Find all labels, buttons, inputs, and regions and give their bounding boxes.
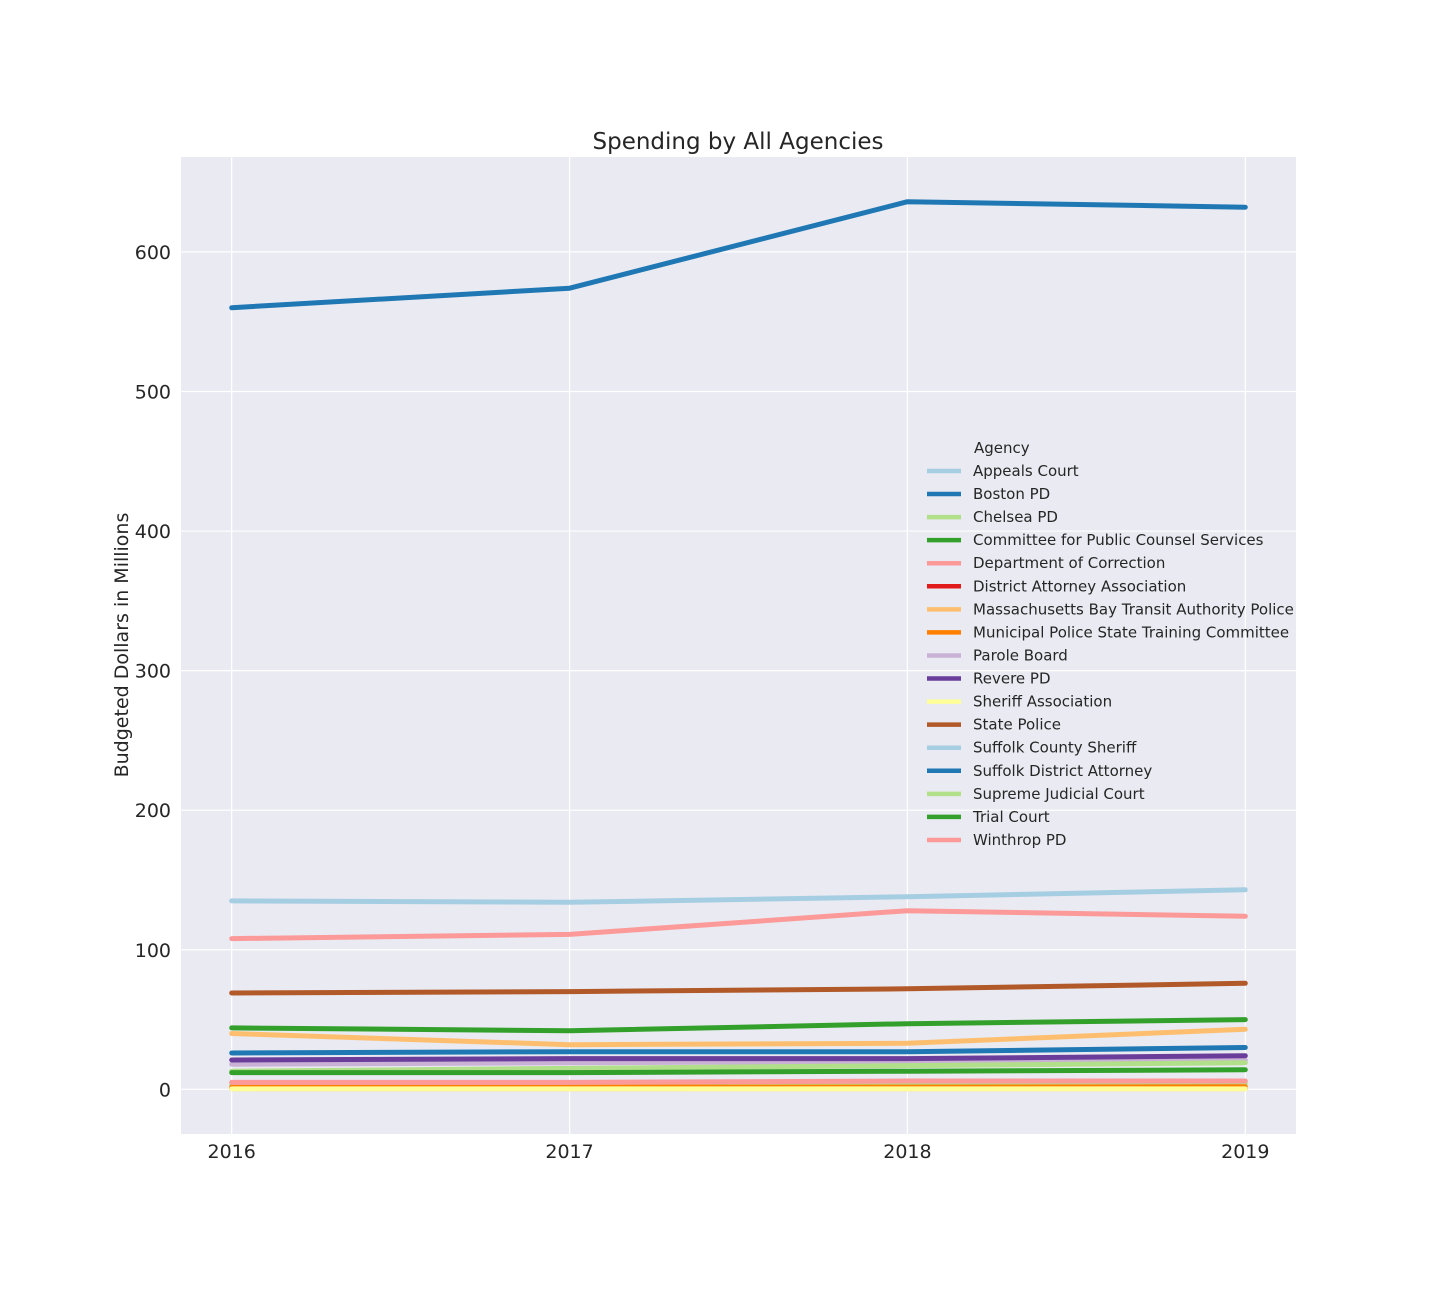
x-tick-label: 2018 bbox=[883, 1141, 931, 1163]
series-line-14 bbox=[229, 1060, 1248, 1074]
legend-entry: Department of Correction bbox=[973, 554, 1165, 572]
y-tick-label: 400 bbox=[135, 521, 171, 543]
series-line-3 bbox=[229, 1017, 1248, 1034]
y-tick-label: 600 bbox=[135, 242, 171, 264]
y-tick-label: 0 bbox=[159, 1079, 171, 1101]
legend-entry: Sheriff Association bbox=[973, 693, 1112, 711]
legend-entry: Chelsea PD bbox=[973, 508, 1058, 526]
legend-entry: Suffolk County Sheriff bbox=[973, 739, 1137, 757]
series-line-16 bbox=[229, 1078, 1248, 1085]
y-axis-label: Budgeted Dollars in Millions bbox=[111, 513, 133, 778]
plot-area bbox=[181, 157, 1296, 1134]
legend-entry: Supreme Judicial Court bbox=[973, 785, 1145, 803]
series-line-15 bbox=[229, 1067, 1248, 1076]
chart-title: Spending by All Agencies bbox=[593, 129, 884, 155]
series-line-8 bbox=[229, 1057, 1248, 1067]
legend-entry: State Police bbox=[973, 716, 1061, 734]
legend-entry: Appeals Court bbox=[973, 462, 1079, 480]
legend-entry: District Attorney Association bbox=[973, 577, 1186, 595]
legend-entry: Municipal Police State Training Committe… bbox=[973, 623, 1289, 641]
legend-entry: Suffolk District Attorney bbox=[973, 762, 1152, 780]
series-line-11 bbox=[229, 980, 1248, 996]
y-tick-label: 200 bbox=[135, 800, 171, 822]
series-line-12 bbox=[229, 887, 1248, 905]
legend-entry: Revere PD bbox=[973, 670, 1051, 688]
grid bbox=[181, 157, 1296, 1134]
legend-title: Agency bbox=[974, 439, 1030, 457]
x-axis-ticks: 2016 2017 2018 2019 bbox=[208, 1141, 1270, 1163]
y-tick-label: 100 bbox=[135, 940, 171, 962]
x-tick-label: 2017 bbox=[545, 1141, 593, 1163]
x-tick-label: 2019 bbox=[1221, 1141, 1269, 1163]
series-line-9 bbox=[229, 1053, 1248, 1063]
legend-entry: Boston PD bbox=[973, 485, 1050, 503]
series-line-4 bbox=[229, 908, 1248, 942]
y-tick-label: 300 bbox=[135, 661, 171, 683]
series-line-1 bbox=[229, 199, 1248, 311]
legend-entry: Trial Court bbox=[972, 808, 1050, 826]
legend-entry: Parole Board bbox=[973, 646, 1068, 664]
y-axis-ticks: 0 100 200 300 400 500 600 bbox=[135, 242, 171, 1101]
legend-entry: Massachusetts Bay Transit Authority Poli… bbox=[973, 600, 1294, 618]
series-lines bbox=[229, 199, 1248, 1092]
series-line-13 bbox=[229, 1045, 1248, 1056]
series-line-6 bbox=[229, 1026, 1248, 1048]
x-tick-label: 2016 bbox=[208, 1141, 256, 1163]
legend: Agency Appeals Court Boston PD Chelsea PD C… bbox=[927, 439, 1294, 849]
legend-entry: Committee for Public Counsel Services bbox=[973, 531, 1264, 549]
y-tick-label: 500 bbox=[135, 381, 171, 403]
legend-entry: Winthrop PD bbox=[973, 831, 1066, 849]
